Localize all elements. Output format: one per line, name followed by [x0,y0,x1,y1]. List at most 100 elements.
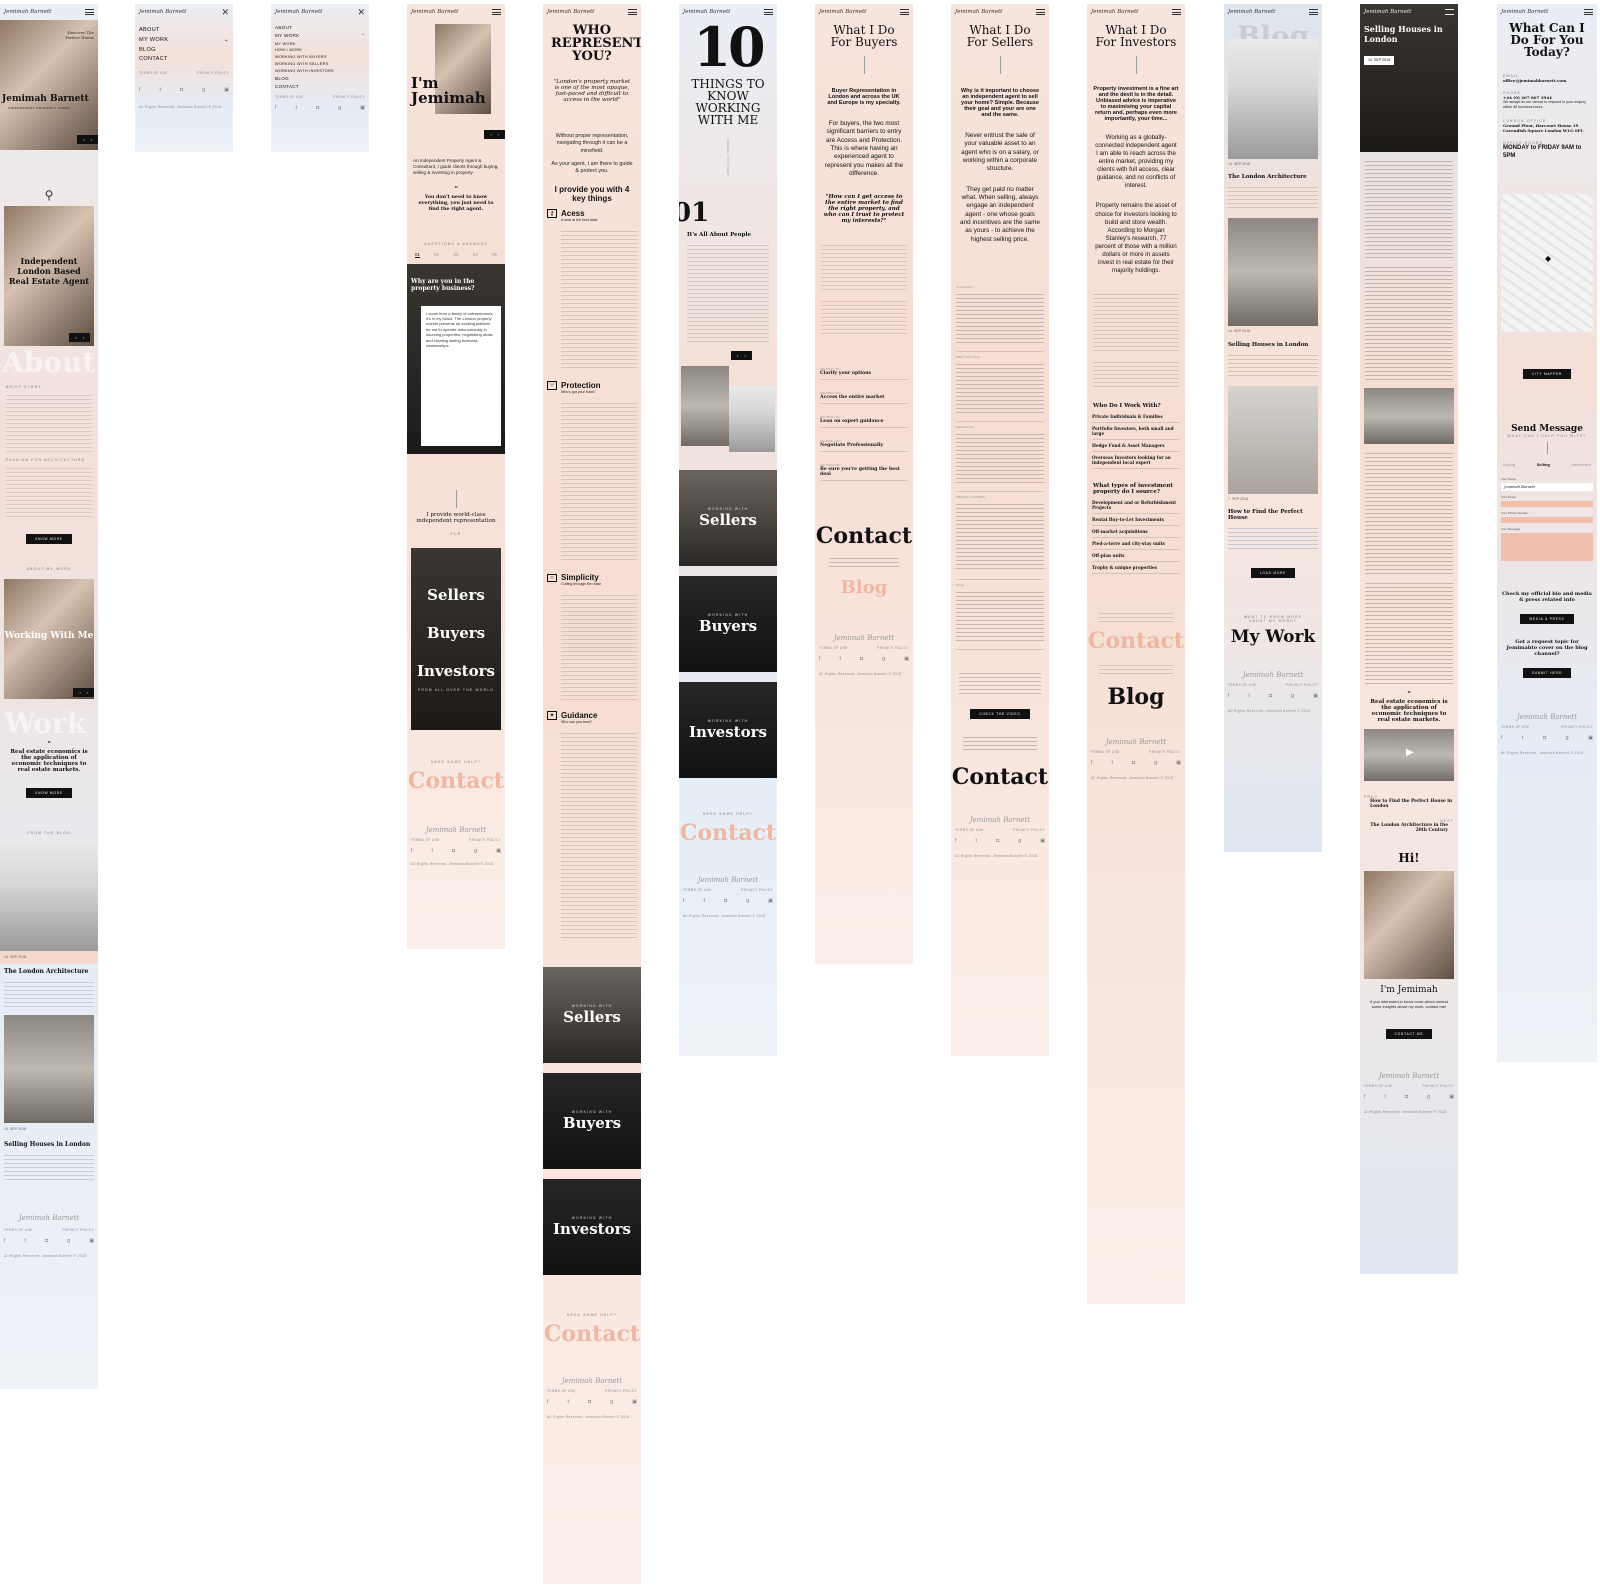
logo-signature[interactable]: Jemimah Barnett [1501,9,1549,15]
logo-signature[interactable]: Jemimah Barnett [139,9,187,15]
instagram-icon[interactable]: ◘ [45,1237,49,1244]
instagram-icon[interactable]: ◘ [996,837,1000,844]
facebook-icon[interactable]: f [275,105,277,112]
logo-signature[interactable]: Jemimah Barnett [4,9,52,15]
chevron-down-icon[interactable]: ⌄ [224,36,229,43]
post1-title[interactable]: The London Architecture [4,968,89,976]
terms-link[interactable]: TERMS OF USE [139,71,168,76]
google-plus-icon[interactable]: g [882,656,886,663]
submit-topic-button[interactable]: SUBMIT HERE [1522,668,1572,679]
twitter-icon[interactable]: t [567,1399,569,1406]
nav-contact[interactable]: CONTACT [139,56,168,63]
blog-post2-image[interactable] [1228,218,1318,327]
instagram-icon[interactable]: ◘ [1405,1093,1409,1100]
twitter-icon[interactable]: t [295,105,297,112]
camera-icon[interactable]: ▣ [632,1399,637,1406]
facebook-icon[interactable]: f [4,1237,6,1244]
qa-tab-1[interactable]: 01 [415,251,420,258]
instagram-icon[interactable]: ◘ [724,898,728,905]
nav-blog[interactable]: BLOG [139,46,156,53]
privacy-link[interactable]: PRIVACY POLICY [197,71,229,76]
email-field[interactable] [1501,501,1593,508]
twitter-icon[interactable]: t [703,898,705,905]
privacy-link[interactable]: PRIVACY POLICY [469,837,501,842]
facebook-icon[interactable]: f [1228,693,1230,700]
privacy-link[interactable]: PRIVACY POLICY [333,95,365,100]
contact-link[interactable]: Contact [1087,628,1185,654]
logo-signature[interactable]: Jemimah Barnett [819,9,867,15]
terms-link[interactable]: TERMS OF USE [683,888,712,893]
contact-link[interactable]: Contact [951,763,1049,790]
privacy-link[interactable]: PRIVACY POLICY [1422,1083,1454,1088]
facebook-icon[interactable]: f [955,837,957,844]
instagram-icon[interactable]: ◘ [452,847,456,854]
hamburger-menu-icon[interactable] [900,9,909,15]
privacy-link[interactable]: PRIVACY POLICY [1561,725,1593,730]
item-pager[interactable]: ‹ › [731,351,752,361]
twitter-icon[interactable]: t [431,847,433,854]
nav-blog[interactable]: BLOG [275,75,289,81]
article-video[interactable]: ▶ [1364,729,1454,781]
hamburger-menu-icon[interactable] [492,9,501,15]
privacy-link[interactable]: PRIVACY POLICY [605,1389,637,1394]
hamburger-menu-icon[interactable] [628,9,637,15]
blog-post1-image[interactable] [1228,39,1318,159]
terms-link[interactable]: TERMS OF USE [547,1389,576,1394]
about-pager[interactable]: ‹ › [484,130,505,139]
nav-my-work[interactable]: MY WORK ⌄ [139,36,229,46]
chevron-right-icon[interactable]: › [82,335,84,340]
chevron-left-icon[interactable]: ‹ [737,353,739,359]
post1-image[interactable] [0,841,98,951]
tile-sellers[interactable]: WORKING WITH Sellers [679,470,777,567]
logo-signature[interactable]: Jemimah Barnett [1364,9,1412,15]
name-field[interactable]: Jemimah Barnett [1501,483,1593,492]
hamburger-menu-icon[interactable] [1172,9,1181,15]
instagram-icon[interactable]: ◘ [1269,693,1273,700]
google-plus-icon[interactable]: g [746,898,750,905]
hamburger-menu-icon[interactable] [1445,9,1454,15]
google-plus-icon[interactable]: g [202,87,206,94]
logo-signature[interactable]: Jemimah Barnett [1228,9,1276,15]
google-plus-icon[interactable]: g [67,1237,71,1244]
email-link[interactable]: office@jemimahbarnett.com [1503,78,1567,83]
logo-signature[interactable]: Jemimah Barnett [683,9,731,15]
camera-icon[interactable]: ▣ [1313,693,1318,700]
instagram-icon[interactable]: ◘ [1132,760,1136,766]
terms-link[interactable]: TERMS OF USE [411,837,440,842]
tile-sellers[interactable]: Sellers [427,585,485,604]
chevron-right-icon[interactable]: › [744,353,746,359]
facebook-icon[interactable]: f [1091,760,1093,766]
tab-selling[interactable]: Selling [1536,462,1550,468]
camera-icon[interactable]: ▣ [1588,735,1593,742]
chevron-up-icon[interactable]: ⌃ [360,33,365,39]
chevron-left-icon[interactable]: ‹ [79,690,81,695]
instagram-icon[interactable]: ◘ [180,87,184,94]
facebook-icon[interactable]: f [1364,1093,1366,1100]
hamburger-menu-icon[interactable] [85,9,94,15]
camera-icon[interactable]: ▣ [768,898,773,905]
terms-link[interactable]: TERMS OF USE [955,827,984,832]
blog-post3-title[interactable]: How to Find the Perfect House [1228,509,1303,522]
logo-signature[interactable]: Jemimah Barnett [1091,9,1139,15]
blog-post2-title[interactable]: Selling Houses in London [1228,341,1309,348]
camera-icon[interactable]: ▣ [224,87,229,94]
facebook-icon[interactable]: f [139,87,141,94]
subnav-investors[interactable]: WORKING WITH INVESTORS [275,68,334,73]
google-plus-icon[interactable]: g [474,847,478,854]
google-plus-icon[interactable]: g [1427,1093,1431,1100]
google-plus-icon[interactable]: g [1018,837,1022,844]
chevron-left-icon[interactable]: ‹ [83,137,85,142]
nav-contact[interactable]: CONTACT [275,83,299,89]
camera-icon[interactable]: ▣ [1449,1093,1454,1100]
google-plus-icon[interactable]: g [610,1399,614,1406]
terms-link[interactable]: TERMS OF USE [4,1227,33,1232]
logo-signature[interactable]: Jemimah Barnett [275,9,323,15]
subnav-how-i-work[interactable]: HOW I WORK [275,48,303,53]
play-icon[interactable]: ▶ [1406,747,1414,758]
privacy-link[interactable]: PRIVACY POLICY [877,646,909,651]
know-more-button[interactable]: KNOW MORE [26,534,72,544]
subnav-sellers[interactable]: WORKING WITH SELLERS [275,62,329,67]
tab-investment[interactable]: Investment [1571,462,1591,468]
logo-signature[interactable]: Jemimah Barnett [547,9,595,15]
hero-pager[interactable]: ‹ › [77,135,98,144]
